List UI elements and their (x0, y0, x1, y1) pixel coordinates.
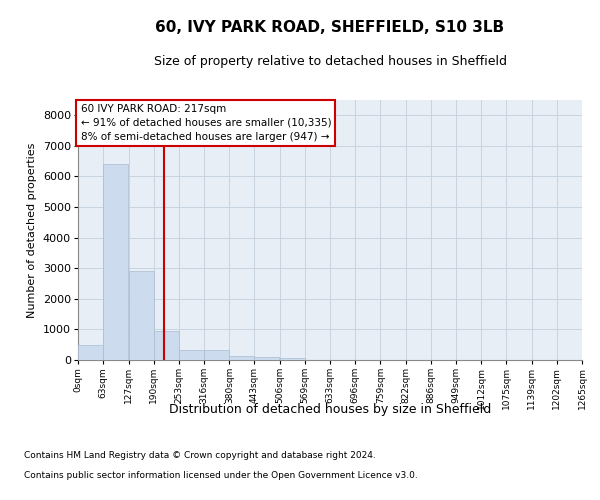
Text: Size of property relative to detached houses in Sheffield: Size of property relative to detached ho… (154, 55, 506, 68)
Bar (179, 350, 204, 360)
Text: 60 IVY PARK ROAD: 217sqm
← 91% of detached houses are smaller (10,335)
8% of sem: 60 IVY PARK ROAD: 217sqm ← 91% of detach… (80, 104, 331, 142)
Bar (280, 358, 305, 360)
Bar (229, 356, 254, 360)
Y-axis label: Number of detached properties: Number of detached properties (28, 142, 37, 318)
Bar (254, 356, 280, 360)
Bar (204, 350, 229, 360)
Bar (78, 346, 103, 360)
Text: Contains HM Land Registry data © Crown copyright and database right 2024.: Contains HM Land Registry data © Crown c… (24, 450, 376, 460)
Text: Contains public sector information licensed under the Open Government Licence v3: Contains public sector information licen… (24, 470, 418, 480)
Text: Distribution of detached houses by size in Sheffield: Distribution of detached houses by size … (169, 402, 491, 415)
Bar (128, 272, 154, 360)
Text: 60, IVY PARK ROAD, SHEFFIELD, S10 3LB: 60, IVY PARK ROAD, SHEFFIELD, S10 3LB (155, 20, 505, 35)
Bar (103, 164, 128, 360)
Bar (154, 331, 179, 360)
